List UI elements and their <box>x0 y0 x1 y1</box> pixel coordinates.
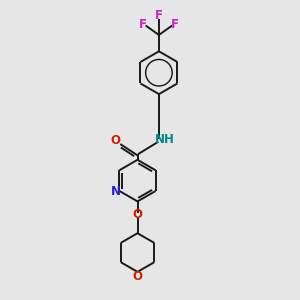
Text: O: O <box>133 208 142 221</box>
Text: F: F <box>155 9 163 22</box>
Text: F: F <box>139 18 147 31</box>
Text: O: O <box>133 269 142 283</box>
Text: H: H <box>164 133 174 146</box>
Text: N: N <box>155 133 165 146</box>
Text: F: F <box>171 18 179 31</box>
Text: O: O <box>111 134 121 147</box>
Text: N: N <box>111 184 121 197</box>
